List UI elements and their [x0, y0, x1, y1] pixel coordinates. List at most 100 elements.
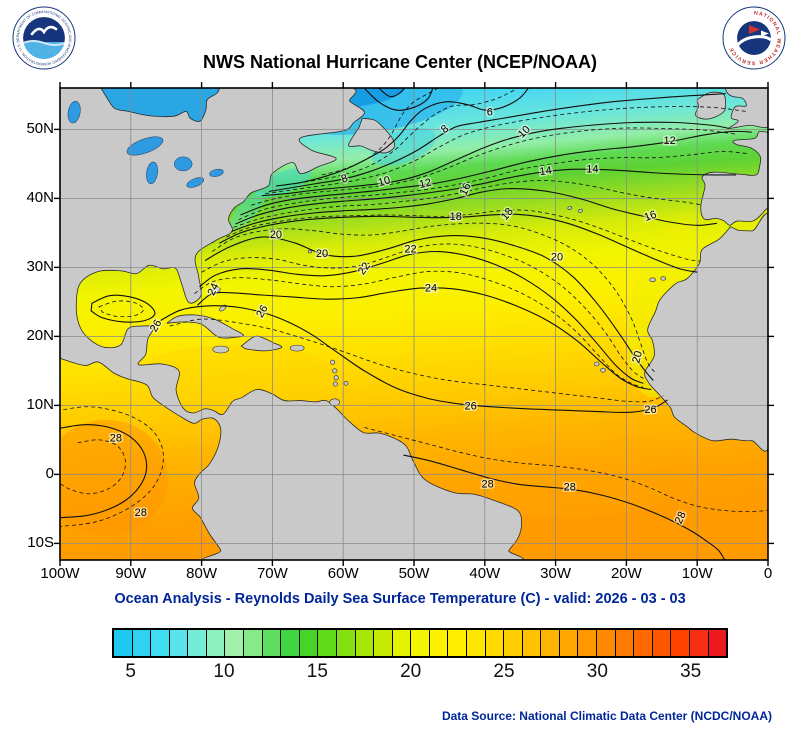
- contour-label: 14: [586, 163, 598, 175]
- colorbar-cell: [205, 630, 225, 656]
- isotherm: [240, 130, 752, 216]
- colorbar-cell: [428, 630, 448, 656]
- colorbar-cell: [484, 630, 504, 656]
- contour-label: 12: [418, 177, 432, 191]
- land: [60, 88, 768, 560]
- isotherm: [275, 88, 530, 187]
- x-tick-label: 100W: [40, 565, 80, 582]
- contour-label: 28: [564, 481, 576, 493]
- landmass-iberia: [700, 130, 768, 226]
- isotherm: [196, 287, 652, 391]
- colorbar-cell: [540, 630, 559, 656]
- nws-emblem: [737, 21, 771, 55]
- isotherm: [98, 300, 144, 318]
- contour-label: 22: [404, 243, 416, 255]
- contour-label: 20: [270, 229, 282, 241]
- landmass-hisp: [240, 335, 283, 352]
- colorbar-cell: [577, 630, 597, 656]
- colorbar-cell: [261, 630, 281, 656]
- colorbar-tick-label: 5: [125, 661, 136, 682]
- isotherm: [321, 88, 440, 176]
- isotherm: [363, 88, 434, 111]
- colorbar-tick-label: 15: [306, 661, 328, 682]
- x-tick-label: 70W: [256, 565, 288, 582]
- y-tick-label: 10N: [26, 396, 54, 414]
- x-tick-label: 60W: [327, 565, 359, 582]
- colorbar-cell: [670, 630, 689, 656]
- colorbar-cell: [335, 630, 355, 656]
- x-tick-label: 0: [763, 565, 773, 582]
- y-tick-label: 40N: [26, 189, 54, 207]
- isotherm: [403, 454, 726, 560]
- y-tick-label: 10S: [27, 534, 54, 552]
- contour-label: 28: [482, 479, 494, 491]
- isotherm: [297, 88, 519, 184]
- x-tick-label: 50W: [398, 565, 430, 582]
- isotherm: [233, 180, 701, 228]
- contour-label: 20: [630, 350, 645, 365]
- isotherm: [364, 427, 768, 513]
- x-tick-label: 10W: [681, 565, 713, 582]
- flag-icon: [749, 25, 760, 34]
- colorbar-cell: [298, 630, 318, 656]
- colorbar-cell: [131, 630, 151, 656]
- contour-label: 18: [450, 211, 462, 223]
- colorbar-cell: [521, 630, 541, 656]
- contour-label: 10: [377, 174, 392, 189]
- graticule: [60, 88, 768, 560]
- landmass-cuba: [166, 314, 244, 339]
- colorbar: [112, 628, 728, 658]
- landmass-nfld: [348, 117, 396, 154]
- colorbar-tick-label: 35: [680, 661, 702, 682]
- page-title: NWS National Hurricane Center (NCEP/NOAA…: [202, 52, 598, 72]
- isotherm: [219, 213, 698, 273]
- islands: [210, 206, 667, 407]
- colorbar-cell: [596, 630, 615, 656]
- isotherm: [201, 243, 644, 379]
- contour-label: 14: [539, 165, 553, 179]
- colorbar-cell: [707, 630, 727, 656]
- seagull-icon: [30, 25, 58, 36]
- colorbar-cell: [410, 630, 429, 656]
- isotherm: [160, 305, 668, 414]
- contour-label: 28: [135, 507, 147, 519]
- x-tick-label: 80W: [186, 565, 218, 582]
- colorbar-cell: [447, 630, 466, 656]
- x-tick-label: 20W: [610, 565, 642, 582]
- landmass-africa: [644, 213, 768, 452]
- isotherm-contours: [60, 88, 768, 560]
- isotherm: [268, 92, 726, 193]
- contour-label: 26: [465, 401, 477, 413]
- noaa-emblem: [23, 17, 65, 59]
- contour-label: 12: [663, 135, 675, 147]
- nws-logo: NATIONAL WEATHER SERVICE: [722, 6, 786, 70]
- noaa-logo: NATIONAL OCEANIC AND ATMOSPHERIC ADMINIS…: [12, 6, 76, 70]
- isotherm: [194, 270, 644, 388]
- colorbar-cell: [558, 630, 578, 656]
- x-tick-label: 40W: [469, 565, 501, 582]
- isotherm: [261, 121, 728, 197]
- colorbar-tick-label: 10: [213, 661, 235, 682]
- isotherm: [265, 106, 747, 194]
- isotherm: [60, 406, 164, 527]
- colorbar-cell: [114, 630, 132, 656]
- colorbar-cell: [280, 630, 299, 656]
- landmass-americas: [60, 88, 524, 560]
- colorbar-cell: [187, 630, 206, 656]
- isotherm: [60, 439, 126, 495]
- isotherm: [60, 424, 148, 519]
- y-tick-label: 30N: [26, 258, 54, 276]
- isotherm: [235, 168, 737, 225]
- y-tick-label: 0: [45, 465, 54, 483]
- colorbar-cell: [391, 630, 411, 656]
- contour-label: 20: [316, 248, 328, 260]
- y-tick-label: 50N: [26, 120, 54, 138]
- contour-label: 24: [425, 283, 437, 295]
- contour-label: 16: [643, 209, 659, 224]
- y-tick-label: 20N: [26, 327, 54, 345]
- colorbar-tick-label: 30: [586, 661, 608, 682]
- map-caption: Ocean Analysis - Reynolds Daily Sea Surf…: [114, 591, 686, 607]
- isotherm: [90, 294, 156, 323]
- colorbar-cell: [614, 630, 634, 656]
